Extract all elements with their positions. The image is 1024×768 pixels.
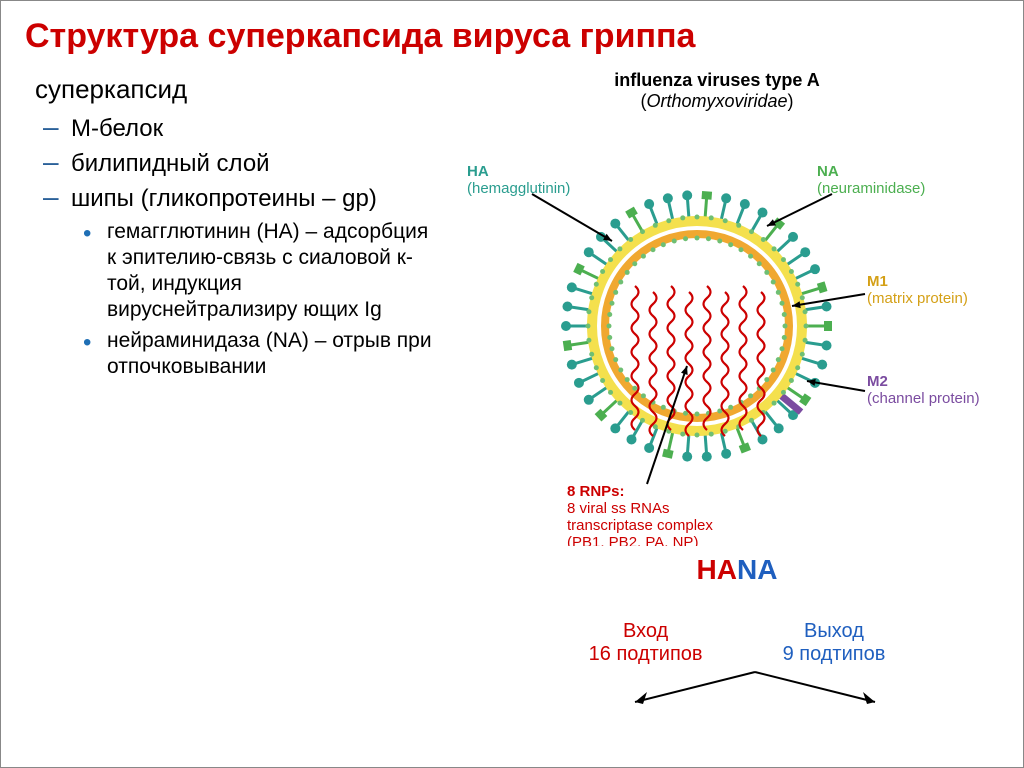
content-area: суперкапсид М-белок билипидный слой шипы… <box>1 64 1023 666</box>
svg-text:transcriptase complex: transcriptase complex <box>567 517 713 534</box>
flow-row: Вход 16 подтипов Выход 9 подтипов <box>475 620 999 666</box>
svg-text:HA: HA <box>467 163 489 180</box>
supercapsid-heading: суперкапсид <box>35 74 435 105</box>
list-subitem: гемагглютинин (HA) – адсорбция к эпители… <box>107 219 435 324</box>
virus-family: Orthomyxoviridae <box>646 91 787 111</box>
svg-text:NA: NA <box>817 163 839 180</box>
exit-label: Выход <box>783 620 886 643</box>
entry-count: 16 подтипов <box>589 643 703 666</box>
hana-label: HANA <box>475 554 999 586</box>
list-item: билипидный слой <box>71 148 435 179</box>
ha-text: HA <box>697 554 737 585</box>
list-item-text: шипы (гликопротеины – gp) <box>71 185 377 212</box>
na-text: NA <box>737 554 777 585</box>
diagram-subtitle: (Orthomyxoviridae) <box>435 91 999 112</box>
svg-text:8 RNPs:: 8 RNPs: <box>567 483 625 500</box>
exit-col: Выход 9 подтипов <box>783 620 886 666</box>
page-title: Структура суперкапсида вируса гриппа <box>1 1 1023 64</box>
flow-arrows <box>575 668 935 708</box>
exit-count: 9 подтипов <box>783 643 886 666</box>
list-subitem: нейраминидаза (NA) – отрыв при отпочковы… <box>107 328 435 381</box>
left-column: суперкапсид М-белок билипидный слой шипы… <box>25 64 435 666</box>
entry-col: Вход 16 подтипов <box>589 620 703 666</box>
virus-diagram: HA(hemagglutinin) NA(neuraminidase) M1(mat… <box>437 116 997 546</box>
svg-text:(matrix protein): (matrix protein) <box>867 290 968 307</box>
svg-text:M1: M1 <box>867 273 888 290</box>
svg-text:8 viral ss RNAs: 8 viral ss RNAs <box>567 500 670 517</box>
svg-text:(channel protein): (channel protein) <box>867 390 980 407</box>
svg-text:(hemagglutinin): (hemagglutinin) <box>467 180 570 197</box>
svg-text:(neuraminidase): (neuraminidase) <box>817 180 925 197</box>
svg-text:M2: M2 <box>867 373 888 390</box>
entry-label: Вход <box>589 620 703 643</box>
list-item: шипы (гликопротеины – gp) гемагглютинин … <box>71 183 435 380</box>
list-item: М-белок <box>71 113 435 144</box>
level1-list: М-белок билипидный слой шипы (гликопроте… <box>25 113 435 380</box>
right-column: influenza viruses type A (Orthomyxovirid… <box>435 64 999 666</box>
svg-text:(PB1, PB2, PA, NP): (PB1, PB2, PA, NP) <box>567 534 698 546</box>
level2-list: гемагглютинин (HA) – адсорбция к эпители… <box>71 219 435 381</box>
diagram-title: influenza viruses type A <box>435 70 999 91</box>
